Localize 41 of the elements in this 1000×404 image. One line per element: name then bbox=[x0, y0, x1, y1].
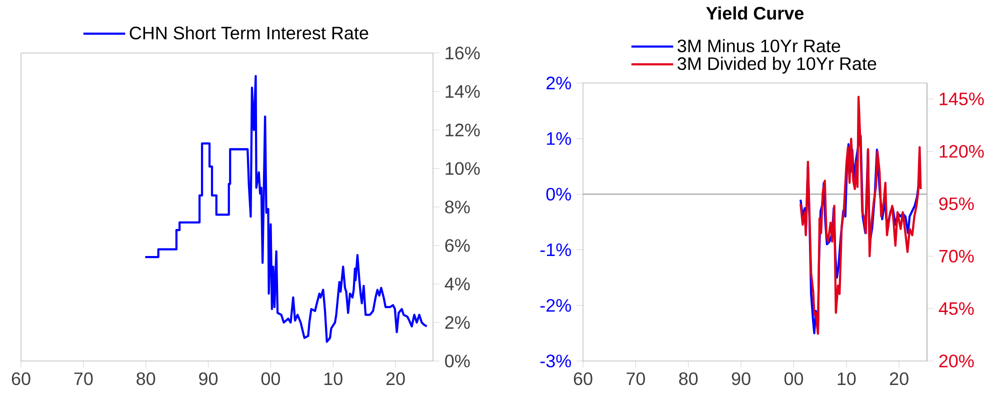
y-tick-label: -1% bbox=[540, 244, 571, 256]
y2-tick-label: 45% bbox=[938, 302, 974, 315]
x-tick-label: 90 bbox=[732, 372, 750, 386]
legend-label: CHN Short Term Interest Rate bbox=[130, 26, 368, 40]
y-tick-label: -3% bbox=[540, 354, 571, 368]
legend-label: 3M Divided by 10Yr Rate bbox=[678, 56, 876, 74]
x-tick-label: 10 bbox=[324, 372, 342, 386]
x-tick-label: 70 bbox=[74, 372, 93, 386]
x-tick-label: 90 bbox=[199, 372, 218, 386]
y2-tick-label: 95% bbox=[939, 197, 974, 210]
y-tick-label: 6% bbox=[445, 239, 470, 252]
x-tick-label: 00 bbox=[784, 372, 804, 386]
y-tick-label: 1% bbox=[546, 132, 571, 145]
y-tick-label: 14% bbox=[446, 85, 480, 98]
y-tick-label: 8% bbox=[445, 200, 470, 214]
x-tick-label: 20 bbox=[890, 372, 908, 386]
y-tick-label: 0% bbox=[546, 188, 571, 201]
x-tick-label: 10 bbox=[838, 372, 856, 386]
line-series bbox=[144, 75, 428, 343]
line-series bbox=[800, 96, 922, 335]
y-tick-label: 10% bbox=[446, 162, 480, 175]
x-tick-label: 80 bbox=[136, 372, 156, 386]
y-tick-label: 12% bbox=[446, 124, 480, 136]
x-tick-label: 80 bbox=[679, 372, 698, 386]
y-tick-label: 16% bbox=[446, 46, 480, 60]
y2-tick-label: 145% bbox=[940, 92, 984, 106]
x-tick-label: 60 bbox=[574, 372, 592, 386]
y2-tick-label: 120% bbox=[940, 144, 984, 158]
x-tick-label: 60 bbox=[12, 372, 30, 386]
y-tick-label: 2% bbox=[445, 316, 470, 329]
x-tick-label: 70 bbox=[626, 372, 645, 386]
x-tick-label: 20 bbox=[386, 372, 405, 386]
x-tick-label: 00 bbox=[261, 372, 280, 386]
chart-title: Yield Curve bbox=[706, 6, 804, 20]
y2-tick-label: 70% bbox=[939, 250, 974, 263]
y-tick-label: 0% bbox=[445, 354, 470, 368]
y2-tick-label: 20% bbox=[939, 354, 974, 368]
legend-label: 3M Minus 10Yr Rate bbox=[678, 39, 840, 52]
y-tick-label: -2% bbox=[540, 299, 571, 312]
y-tick-label: 2% bbox=[546, 76, 571, 90]
y-tick-label: 4% bbox=[444, 278, 470, 290]
